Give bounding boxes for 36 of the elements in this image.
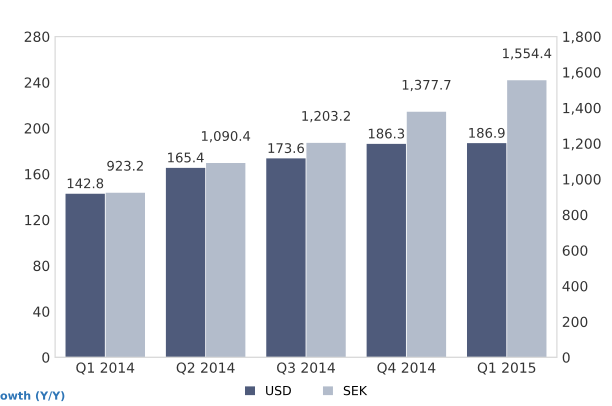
text: owth (Y/Y) <box>0 391 64 402</box>
data-label: 1,203.2 <box>302 110 350 122</box>
y-tick-label: 80 <box>33 260 50 272</box>
y-tick-label: 200 <box>24 123 50 134</box>
x-tick-label: Q1 2014 <box>76 362 134 374</box>
data-label: 186.3 <box>368 128 404 139</box>
legend-label: SEK <box>344 386 368 396</box>
y-tick-label: 120 <box>25 214 50 226</box>
y-tick-label: 160 <box>25 168 50 180</box>
y2-tick-label: 800 <box>562 210 588 220</box>
y2-tick-label: 400 <box>562 280 588 292</box>
data-label: 1,377.7 <box>402 80 450 92</box>
legend-label: USD <box>266 386 291 396</box>
y2-tick-label: 0 <box>562 352 570 363</box>
x-tick-label: Q4 2014 <box>377 362 436 374</box>
x-tick-label: Q1 2015 <box>478 362 536 374</box>
y2-tick-label: 1,000 <box>563 174 601 186</box>
y2-tick-label: 1,200 <box>563 138 601 150</box>
x-tick-label: Q3 2014 <box>277 362 335 374</box>
x-tick-label: Q2 2014 <box>176 362 235 374</box>
data-label: 1,090.4 <box>202 131 250 142</box>
data-label: 923.2 <box>107 160 143 171</box>
y2-tick-label: 1,800 <box>563 32 601 44</box>
y2-tick-label: 1,400 <box>563 102 601 115</box>
data-label: 173.6 <box>268 143 304 154</box>
data-label: 186.9 <box>469 128 505 138</box>
y-tick-label: 40 <box>33 306 50 317</box>
y-tick-label: 280 <box>24 32 50 42</box>
data-label: 165.4 <box>168 152 204 162</box>
y2-tick-label: 600 <box>562 245 588 256</box>
y2-tick-label: 200 <box>562 316 588 328</box>
data-label: 142.8 <box>68 178 104 188</box>
y2-tick-label: 1,600 <box>563 67 601 80</box>
data-label: 1,554.4 <box>503 48 552 60</box>
y-tick-label: 0 <box>42 352 50 363</box>
y-tick-label: 240 <box>24 77 50 88</box>
